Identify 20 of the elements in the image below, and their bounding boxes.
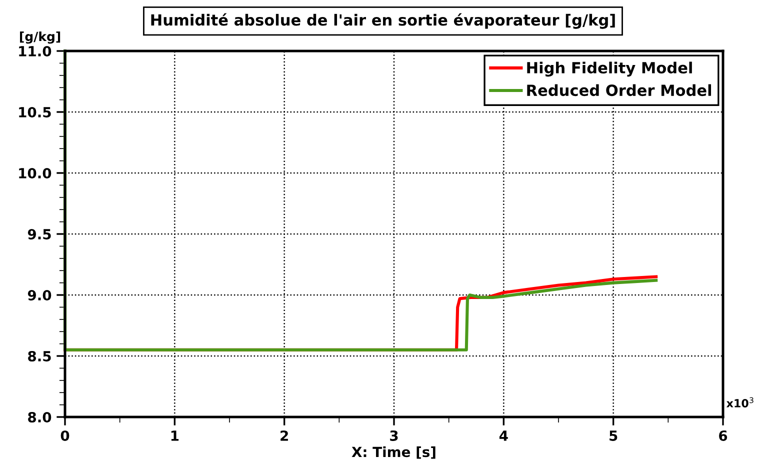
- y-tick-label: 9.0: [28, 290, 52, 300]
- x-axis-title: X: Time [s]: [352, 446, 436, 459]
- y-tick-label: 8.0: [28, 412, 52, 422]
- y-axis-title: [g/kg]: [20, 31, 60, 44]
- y-tick-label: 10.0: [19, 168, 52, 178]
- x-tick-label: 2: [280, 430, 288, 441]
- x-tick-label: 4: [499, 430, 508, 441]
- y-tick-label: 10.5: [19, 106, 51, 118]
- x-tick-label: 3: [390, 430, 398, 441]
- x-tick-label: 0: [60, 430, 70, 441]
- chart-title: Humidité absolue de l'air en sortie évaporateur [g/kg]: [151, 13, 615, 29]
- text: x10$^{3}$: [726, 397, 754, 408]
- legend-label: High Fidelity Model: [527, 62, 692, 77]
- y-tick-label: 8.5: [28, 350, 51, 362]
- x-tick-label: 6: [719, 430, 728, 441]
- x-tick-label: 1: [171, 430, 179, 441]
- x-tick-label: 5: [610, 430, 618, 441]
- legend-label: Reduced Order Model: [527, 84, 712, 96]
- y-tick-label: 11.0: [19, 46, 52, 56]
- y-tick-label: 9.5: [28, 228, 51, 240]
